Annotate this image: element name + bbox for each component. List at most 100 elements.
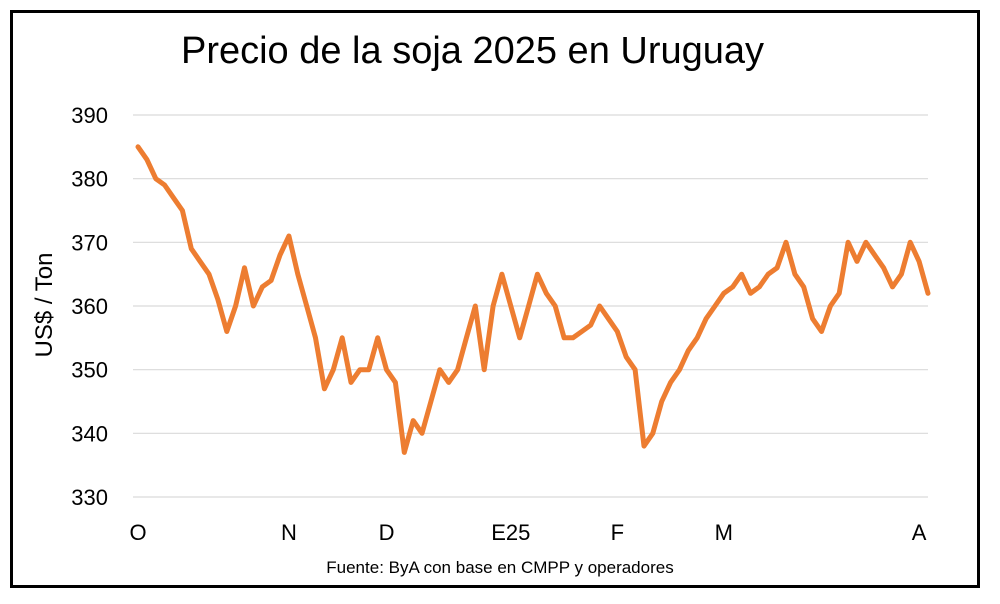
data-point (926, 291, 930, 296)
data-point (588, 323, 593, 328)
data-point (721, 291, 726, 296)
data-point (313, 335, 318, 340)
data-point (508, 304, 513, 308)
data-point (748, 291, 753, 296)
data-point (899, 272, 904, 277)
data-point (784, 240, 788, 245)
data-point (810, 316, 815, 321)
y-tick-label: 340 (71, 421, 108, 446)
data-point (295, 272, 300, 277)
data-point (686, 348, 691, 353)
y-tick-label: 350 (71, 358, 108, 383)
data-point (695, 335, 700, 340)
x-tick-label: O (129, 520, 146, 545)
chart-title: Precio de la soja 2025 en Uruguay (180, 30, 765, 72)
data-point (624, 354, 629, 359)
data-point (757, 284, 762, 289)
x-tick-label: F (611, 520, 624, 545)
data-point (278, 253, 282, 258)
data-point (366, 367, 371, 372)
data-point (384, 367, 389, 372)
data-point (357, 367, 362, 372)
data-point (713, 304, 717, 308)
data-point (153, 176, 158, 181)
data-point (331, 367, 336, 372)
data-point (455, 367, 460, 372)
data-point (819, 329, 824, 334)
data-point (837, 291, 842, 296)
data-point (846, 240, 851, 245)
source-note: Fuente: ByA con base en CMPP y operadore… (326, 558, 674, 577)
data-point (562, 335, 567, 340)
data-point (304, 304, 309, 308)
x-tick-label: E25 (491, 520, 530, 545)
data-point (517, 335, 522, 340)
data-point (136, 144, 140, 149)
data-point (650, 431, 655, 436)
data-point (446, 380, 451, 385)
data-point (420, 431, 424, 436)
data-point (730, 284, 735, 289)
data-point (207, 272, 211, 277)
data-point (224, 329, 229, 334)
y-tick-label: 390 (71, 103, 108, 128)
data-point (890, 284, 895, 289)
x-tick-label: M (715, 520, 733, 545)
data-point (180, 208, 185, 213)
y-tick-label: 370 (71, 230, 108, 255)
y-tick-label: 380 (71, 167, 108, 192)
data-point (260, 284, 265, 289)
data-point (499, 272, 504, 277)
x-tick-labels: O N D E25 F M A (129, 520, 926, 545)
data-point (242, 265, 247, 270)
data-point (144, 157, 149, 162)
data-point (677, 367, 682, 372)
series-group (135, 144, 931, 455)
x-tick-label: N (281, 520, 297, 545)
data-point (615, 329, 620, 334)
x-tick-label: D (379, 520, 395, 545)
data-point (917, 259, 922, 264)
data-point (428, 399, 433, 404)
data-point (437, 367, 442, 372)
data-point (597, 304, 602, 308)
data-point (642, 444, 646, 449)
data-point (908, 240, 913, 245)
data-point (491, 304, 496, 308)
data-point (570, 335, 575, 340)
data-point (766, 272, 771, 277)
data-point (286, 234, 291, 238)
data-point (801, 284, 806, 289)
data-point (198, 259, 203, 264)
data-point (375, 335, 380, 340)
data-point (269, 278, 274, 283)
data-point (322, 386, 327, 391)
data-point (535, 272, 540, 277)
data-point (464, 335, 469, 340)
y-tick-label: 330 (71, 485, 108, 510)
data-point (340, 335, 345, 340)
data-point (251, 304, 256, 308)
x-tick-label: A (912, 520, 927, 545)
data-point (775, 265, 780, 270)
data-point (792, 272, 797, 277)
data-point (349, 380, 353, 385)
data-point (863, 240, 868, 245)
data-point (606, 316, 611, 321)
data-point (233, 304, 238, 308)
data-point (579, 329, 584, 334)
data-point (828, 304, 833, 308)
data-point (633, 367, 638, 372)
data-point (526, 304, 531, 308)
data-point (739, 272, 744, 277)
y-tick-labels: 330 340 350 360 370 380 390 (71, 103, 108, 510)
data-point (659, 399, 664, 404)
data-point (855, 259, 859, 264)
data-point (171, 195, 176, 200)
data-point (162, 183, 167, 187)
data-point (473, 304, 478, 308)
data-point (881, 265, 886, 270)
data-point (553, 304, 558, 308)
data-point (411, 418, 416, 423)
